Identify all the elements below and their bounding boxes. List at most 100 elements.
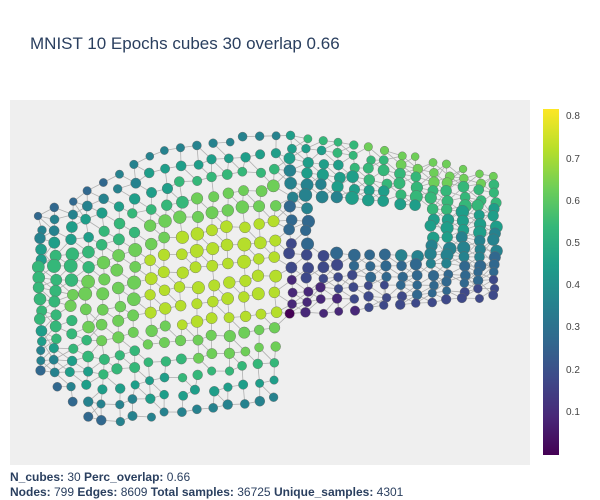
graph-node[interactable] xyxy=(333,137,343,147)
graph-node[interactable] xyxy=(397,151,407,161)
graph-node[interactable] xyxy=(333,272,343,282)
graph-node[interactable] xyxy=(285,130,296,141)
graph-node[interactable] xyxy=(220,238,234,252)
graph-node[interactable] xyxy=(32,281,45,294)
graph-node[interactable] xyxy=(381,271,392,282)
graph-node[interactable] xyxy=(83,411,94,422)
graph-node[interactable] xyxy=(237,131,248,142)
graph-node[interactable] xyxy=(396,291,407,302)
graph-node[interactable] xyxy=(471,199,484,212)
graph-node[interactable] xyxy=(81,379,92,390)
graph-node[interactable] xyxy=(269,269,283,283)
graph-node[interactable] xyxy=(488,187,499,198)
graph-node[interactable] xyxy=(128,243,143,257)
graph-node[interactable] xyxy=(488,290,499,301)
graph-node[interactable] xyxy=(69,197,78,206)
graph-node[interactable] xyxy=(174,300,187,312)
graph-node[interactable] xyxy=(331,293,343,304)
graph-node[interactable] xyxy=(50,309,62,321)
graph-node[interactable] xyxy=(317,261,330,274)
graph-node[interactable] xyxy=(48,236,61,249)
graph-node[interactable] xyxy=(458,164,468,174)
graph-node[interactable] xyxy=(65,247,80,261)
graph-node[interactable] xyxy=(283,164,297,177)
graph-node[interactable] xyxy=(191,298,203,310)
graph-node[interactable] xyxy=(159,389,169,400)
graph-node[interactable] xyxy=(287,299,297,309)
graph-node[interactable] xyxy=(98,369,109,380)
graph-node[interactable] xyxy=(114,350,125,361)
graph-node[interactable] xyxy=(487,233,500,246)
graph-node[interactable] xyxy=(270,306,283,318)
graph-node[interactable] xyxy=(440,185,452,197)
graph-node[interactable] xyxy=(378,248,391,261)
graph-node[interactable] xyxy=(379,280,389,290)
graph-node[interactable] xyxy=(255,378,265,388)
graph-node[interactable] xyxy=(127,208,138,219)
graph-node[interactable] xyxy=(157,266,170,279)
graph-node[interactable] xyxy=(80,213,91,225)
graph-node[interactable] xyxy=(129,159,139,169)
graph-node[interactable] xyxy=(98,193,109,204)
graph-node[interactable] xyxy=(409,258,422,271)
graph-node[interactable] xyxy=(189,244,204,258)
graph-node[interactable] xyxy=(176,143,185,153)
graph-node[interactable] xyxy=(205,312,218,324)
graph-node[interactable] xyxy=(52,382,62,392)
graph-node[interactable] xyxy=(190,227,205,241)
graph-node[interactable] xyxy=(82,260,95,274)
graph-node[interactable] xyxy=(112,331,125,344)
graph-node[interactable] xyxy=(48,295,61,308)
graph-node[interactable] xyxy=(269,163,280,175)
graph-node[interactable] xyxy=(364,302,374,313)
graph-node[interactable] xyxy=(95,239,108,251)
graph-node[interactable] xyxy=(67,289,79,301)
graph-node[interactable] xyxy=(206,171,217,183)
graph-node[interactable] xyxy=(208,279,221,292)
graph-node[interactable] xyxy=(65,233,77,246)
graph-node[interactable] xyxy=(110,263,124,277)
graph-node[interactable] xyxy=(144,289,156,301)
graph-node[interactable] xyxy=(160,356,172,367)
graph-node[interactable] xyxy=(79,303,92,316)
graph-node[interactable] xyxy=(333,159,344,171)
graph-node[interactable] xyxy=(457,180,470,193)
graph-node[interactable] xyxy=(143,357,154,368)
graph-node[interactable] xyxy=(429,168,439,178)
graph-node[interactable] xyxy=(284,308,295,319)
graph-node[interactable] xyxy=(287,143,297,154)
graph-node[interactable] xyxy=(48,354,59,365)
graph-node[interactable] xyxy=(66,221,78,233)
graph-node[interactable] xyxy=(223,276,236,289)
graph-node[interactable] xyxy=(364,249,376,261)
graph-node[interactable] xyxy=(96,287,110,301)
graph-node[interactable] xyxy=(175,230,189,244)
graph-node[interactable] xyxy=(35,243,47,256)
graph-node[interactable] xyxy=(207,295,219,308)
graph-node[interactable] xyxy=(223,330,236,343)
graph-node[interactable] xyxy=(267,179,280,193)
graph-node[interactable] xyxy=(300,307,311,318)
graph-node[interactable] xyxy=(206,154,217,165)
graph-node[interactable] xyxy=(363,281,373,291)
graph-node[interactable] xyxy=(173,210,187,224)
graph-node[interactable] xyxy=(268,251,281,263)
graph-node[interactable] xyxy=(130,177,142,189)
graph-node[interactable] xyxy=(223,382,233,392)
graph-node[interactable] xyxy=(350,305,361,316)
graph-node[interactable] xyxy=(270,148,281,159)
graph-node[interactable] xyxy=(380,260,392,272)
graph-node[interactable] xyxy=(349,294,360,304)
graph-node[interactable] xyxy=(317,250,330,262)
graph-node[interactable] xyxy=(287,287,298,298)
graph-node[interactable] xyxy=(394,198,407,211)
graph-node[interactable] xyxy=(395,280,406,290)
graph-node[interactable] xyxy=(428,158,438,167)
graph-node[interactable] xyxy=(442,286,452,296)
graph-node[interactable] xyxy=(348,150,358,160)
graph-node[interactable] xyxy=(34,313,46,325)
graph-node[interactable] xyxy=(129,345,141,357)
graph-node[interactable] xyxy=(377,185,390,197)
graph-node[interactable] xyxy=(114,300,127,313)
graph-node[interactable] xyxy=(159,302,172,315)
